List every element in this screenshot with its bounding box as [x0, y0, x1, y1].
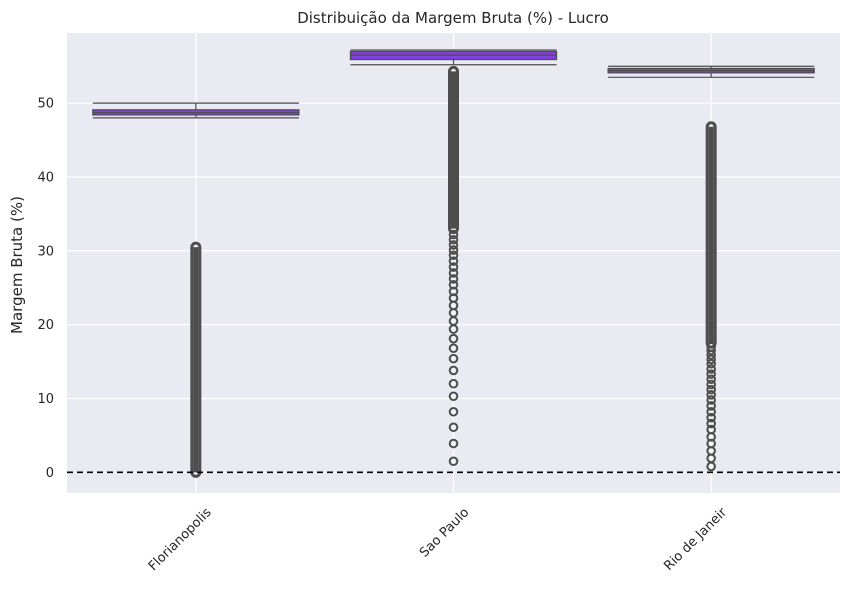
outlier-point — [448, 234, 459, 245]
box-group — [349, 49, 558, 467]
outlier-point — [706, 379, 716, 390]
outlier-point — [448, 406, 459, 417]
outlier-point — [448, 262, 459, 272]
x-axis-ticks: Florianopolis Sao Paulo Rio de Janeir — [146, 505, 731, 574]
outlier-point — [706, 364, 716, 374]
outlier-point — [448, 365, 459, 376]
outlier-point — [448, 274, 459, 284]
outlier-point — [448, 229, 459, 240]
outlier-range — [190, 241, 202, 478]
outlier-point — [706, 418, 716, 429]
y-tick-label: 40 — [37, 170, 54, 185]
outlier-point — [706, 412, 716, 423]
box-group — [92, 102, 300, 478]
outlier-point — [448, 245, 459, 255]
outlier-point — [448, 250, 459, 261]
y-tick-label: 30 — [37, 244, 54, 259]
outlier-point — [706, 424, 716, 435]
outlier-point — [706, 374, 716, 385]
outlier-point — [448, 422, 459, 433]
outlier-point — [706, 369, 716, 379]
outlier-point — [706, 345, 716, 356]
outlier-point — [448, 438, 459, 449]
x-tick-label: Florianopolis — [146, 505, 215, 574]
y-tick-label: 10 — [37, 392, 54, 407]
outlier-range — [448, 65, 459, 235]
outlier-point — [706, 406, 716, 417]
y-tick-label: 50 — [37, 97, 54, 112]
box-series — [92, 49, 815, 478]
outlier-point — [448, 353, 459, 364]
y-axis-ticks: 0 10 20 30 40 50 — [37, 97, 54, 481]
outlier-point — [448, 378, 459, 389]
outlier-point — [448, 456, 459, 467]
outlier-point — [706, 354, 716, 365]
y-tick-label: 20 — [37, 318, 54, 333]
outlier-point — [706, 358, 716, 369]
chart-title: Distribuição da Margem Bruta (%) - Lucro — [297, 9, 609, 27]
outlier-point — [448, 256, 459, 266]
outlier-point — [448, 240, 459, 250]
x-tick-label: Sao Paulo — [417, 505, 472, 560]
outlier-point — [706, 342, 716, 352]
outlier-point — [448, 391, 459, 402]
outlier-point — [448, 343, 459, 354]
x-tick-label: Rio de Janeir — [661, 505, 730, 574]
outlier-point — [706, 384, 716, 395]
box-group — [607, 65, 815, 472]
outlier-point — [448, 333, 459, 344]
y-tick-label: 0 — [46, 466, 54, 481]
outlier-point — [448, 279, 459, 290]
y-axis-label: Margem Bruta (%) — [8, 196, 26, 334]
outlier-point — [448, 268, 459, 278]
outlier-point — [706, 395, 716, 405]
outlier-point — [706, 401, 716, 411]
outlier-point — [706, 389, 716, 400]
